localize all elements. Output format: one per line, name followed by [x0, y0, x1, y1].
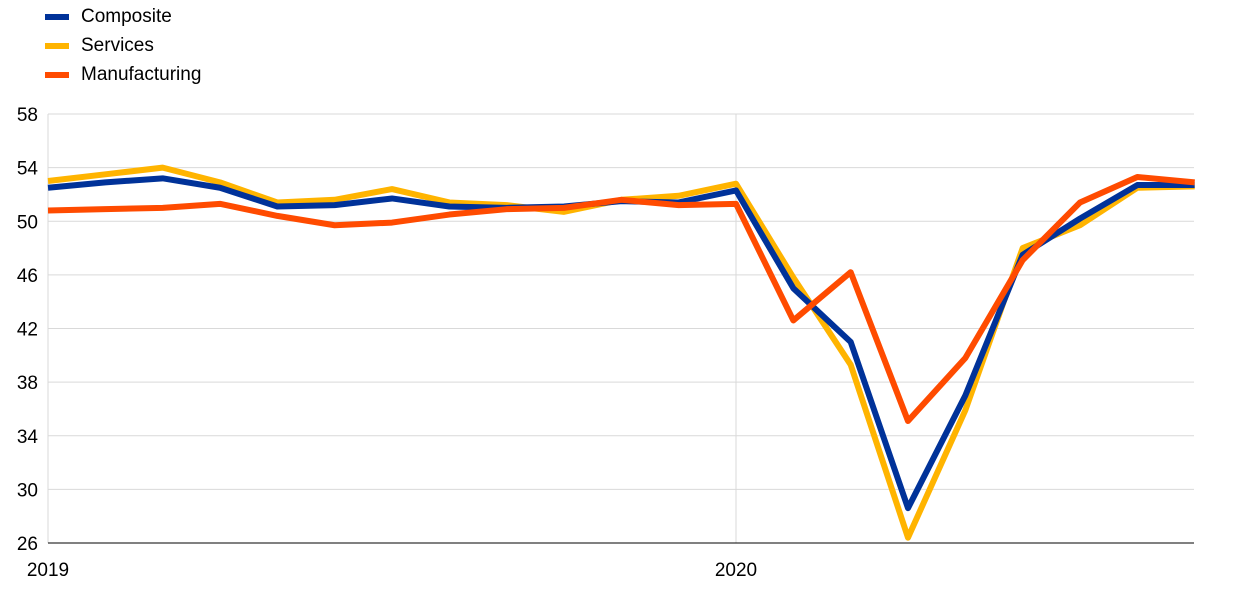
legend-label: Composite [81, 5, 172, 27]
y-tick-label: 34 [17, 427, 39, 448]
y-tick-label: 38 [17, 373, 38, 394]
y-tick-label: 42 [17, 320, 38, 341]
legend-swatch-composite [45, 13, 69, 20]
legend-item-manufacturing: Manufacturing [45, 60, 201, 89]
legend-label: Services [81, 34, 154, 56]
legend: Composite Services Manufacturing [45, 2, 201, 89]
legend-swatch-services [45, 42, 69, 49]
legend-item-services: Services [45, 31, 201, 60]
y-tick-label: 30 [17, 480, 38, 501]
series-line-manufacturing [47, 174, 1195, 425]
legend-swatch-manufacturing [45, 71, 69, 78]
legend-item-composite: Composite [45, 2, 201, 31]
y-tick-label: 54 [17, 159, 39, 180]
series-line-composite [47, 175, 1195, 512]
legend-label: Manufacturing [81, 63, 202, 85]
series-line-services [47, 164, 1195, 541]
y-tick-label: 46 [17, 266, 38, 287]
y-tick-label: 58 [17, 105, 38, 126]
y-tick-label: 26 [17, 534, 38, 555]
x-tick-label: 2020 [715, 560, 757, 581]
x-tick-label: 2019 [27, 560, 69, 581]
y-tick-label: 50 [17, 212, 38, 233]
